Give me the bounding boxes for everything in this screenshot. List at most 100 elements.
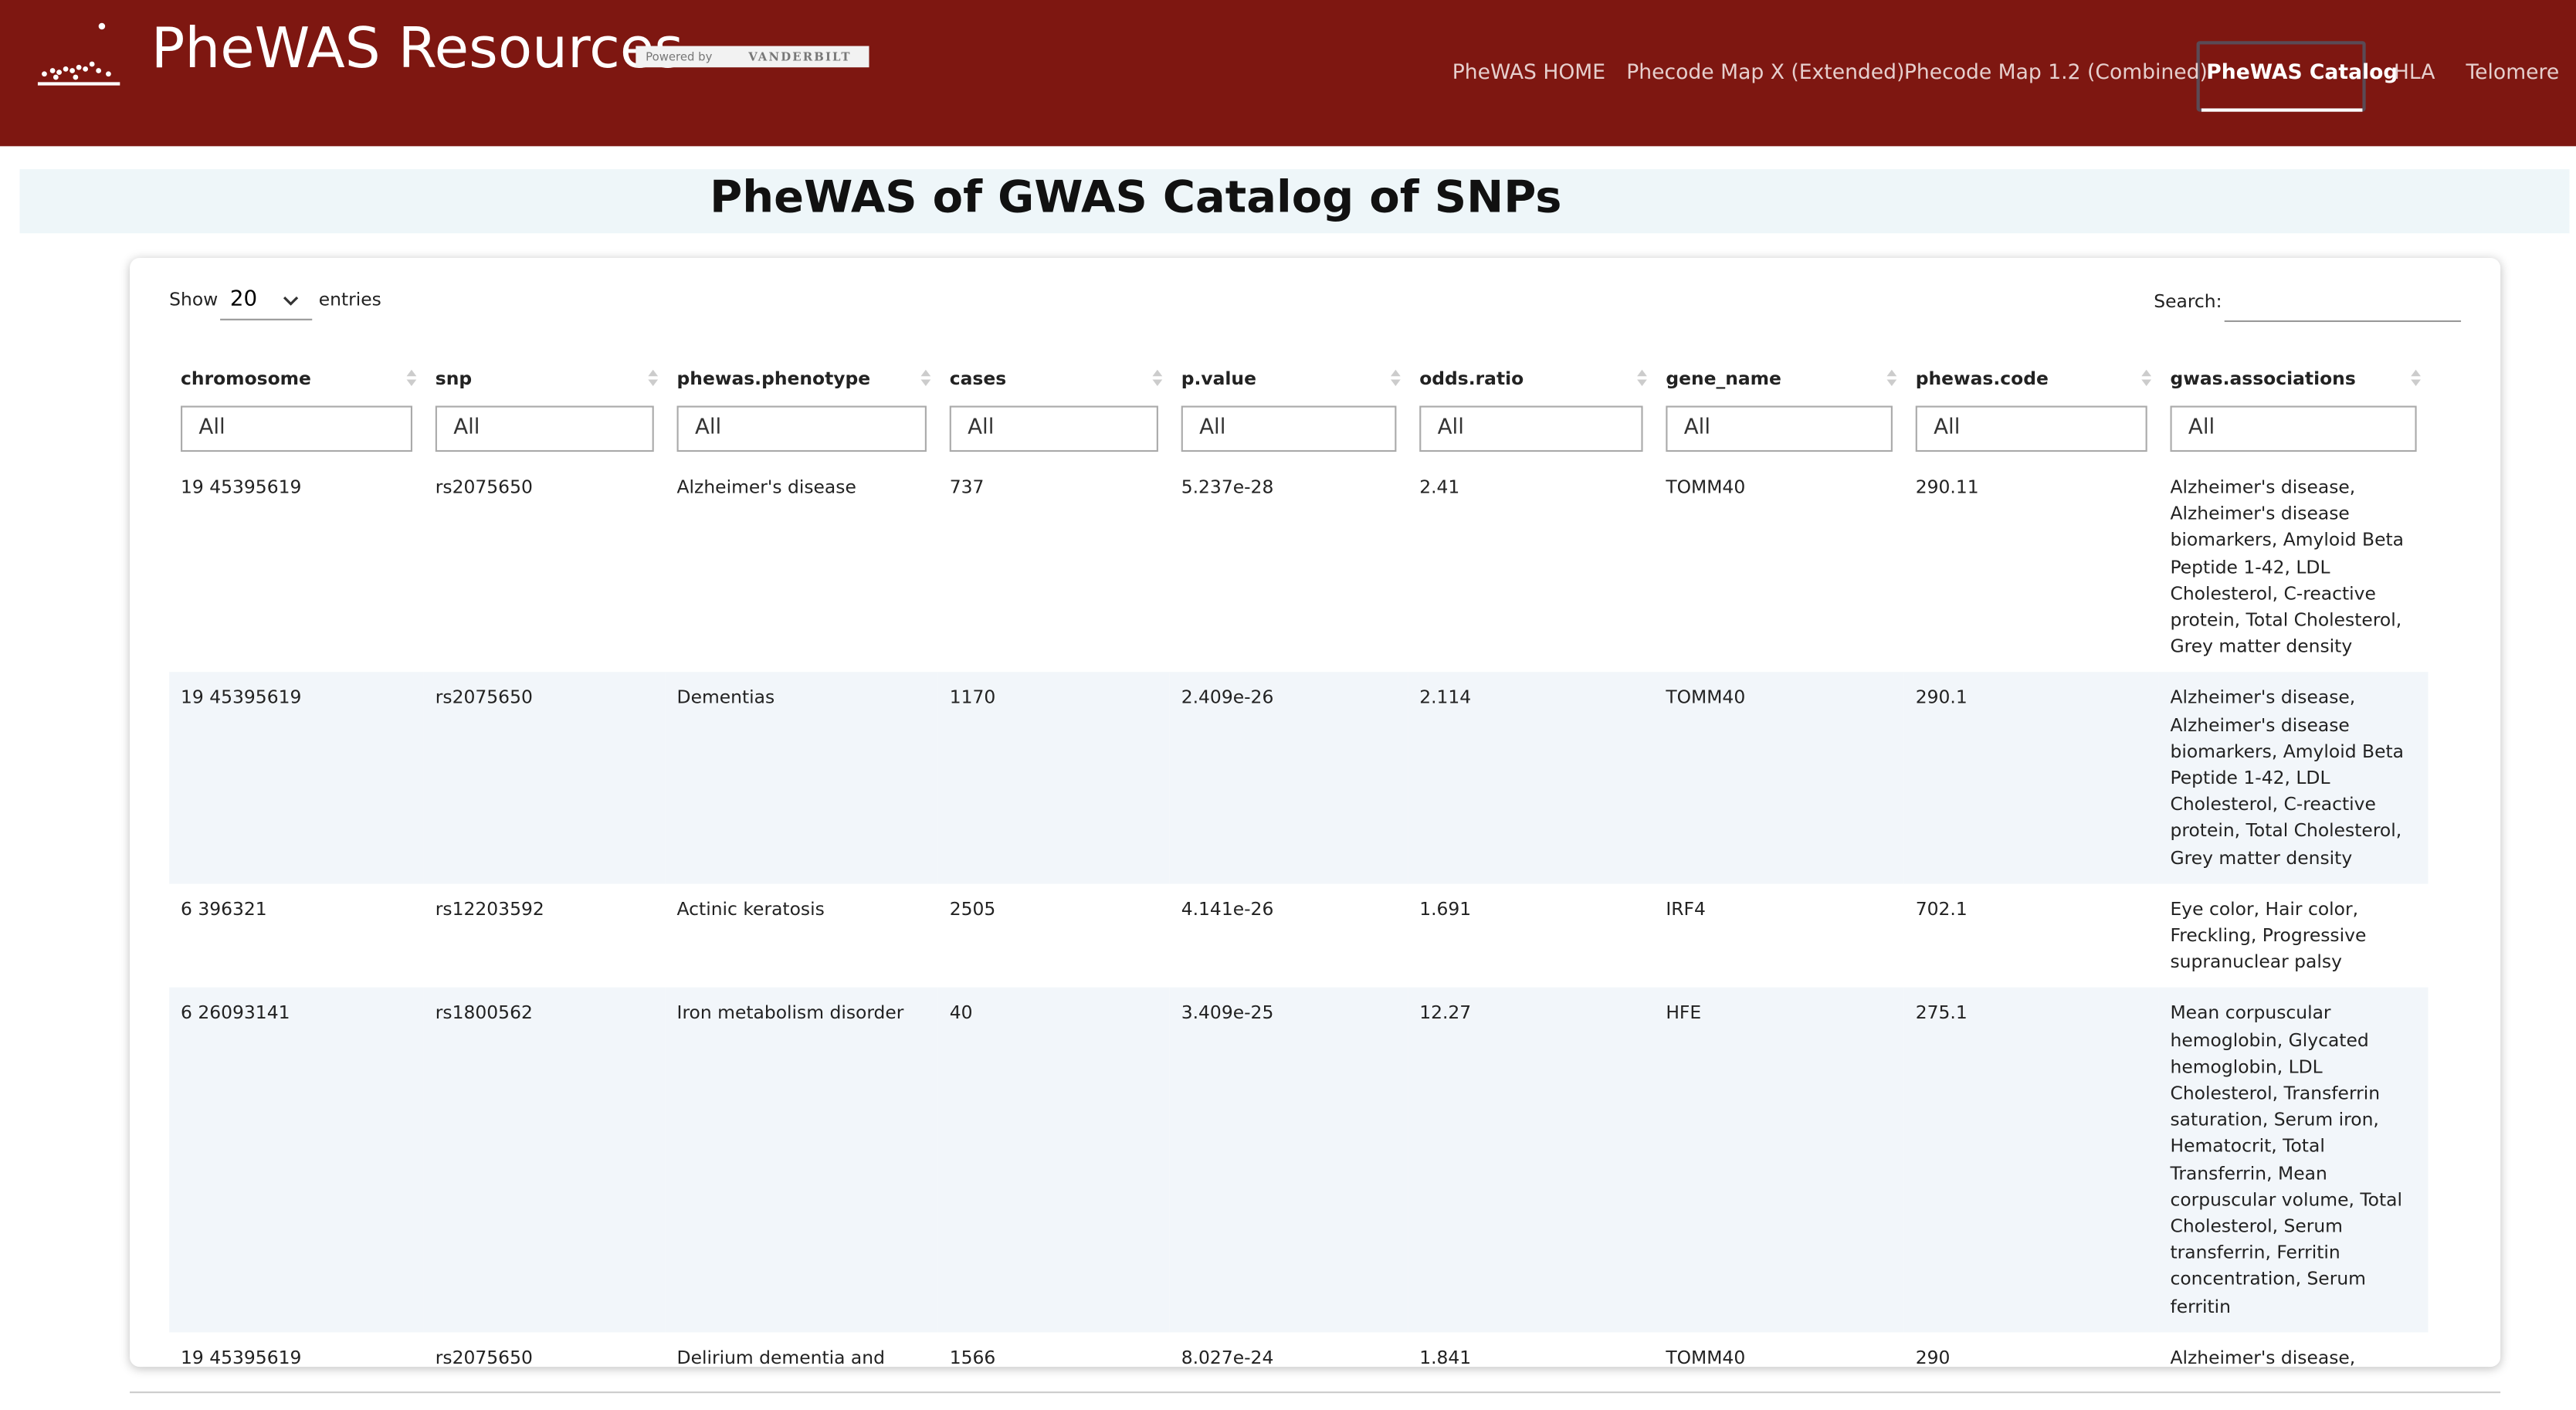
sort-icon xyxy=(2411,369,2421,386)
data-row: 6 26093141 rs1800562 Iron metabolism disor… xyxy=(169,988,2429,1333)
cell: 737 xyxy=(949,476,985,498)
sort-icon xyxy=(1637,369,1647,386)
cell: 2.409e-26 xyxy=(1181,687,1274,709)
page-title: PheWAS of GWAS Catalog of SNPs xyxy=(710,172,1562,224)
column-name: phewas.code xyxy=(1915,367,2049,389)
filter-input[interactable]: All xyxy=(1666,405,1893,452)
cell: 290 xyxy=(1915,1347,1951,1368)
sort-icon xyxy=(1390,369,1401,386)
site-title: PheWAS Resources xyxy=(151,16,684,83)
filter-input[interactable]: All xyxy=(676,405,927,452)
column-header[interactable]: gene_name xyxy=(1654,357,1903,399)
cell: rs2075650 xyxy=(435,1347,533,1368)
nav-link[interactable]: Telomere xyxy=(2466,59,2560,84)
page-size-select[interactable]: 20 xyxy=(220,283,313,320)
cell: 2505 xyxy=(949,898,996,920)
cell: 6 396321 xyxy=(181,898,267,920)
nav-link[interactable]: HLA xyxy=(2393,59,2435,84)
data-table: chromosome snp phewas.phenotype cases p.valu… xyxy=(169,357,2429,1367)
filter-input[interactable]: All xyxy=(1915,405,2147,452)
cell: 19 45395619 xyxy=(181,1347,302,1368)
column-header[interactable]: odds.ratio xyxy=(1408,357,1654,399)
column-header[interactable]: gwas.associations xyxy=(2159,357,2429,399)
sort xyxy=(2410,368,2422,393)
header: PheWAS Resources Powered by VANDERBILT Ph… xyxy=(0,0,2576,147)
filter-cell: All xyxy=(1408,399,1654,462)
column-header[interactable]: snp xyxy=(424,357,666,399)
sort-icon xyxy=(2141,369,2152,386)
sort xyxy=(1636,368,1648,393)
filter-cell: All xyxy=(1170,399,1408,462)
sort xyxy=(920,368,931,393)
table-card: Show 20 entries Search: chromosome snp phe… xyxy=(130,258,2501,1368)
filter-input[interactable]: All xyxy=(181,405,413,452)
column-header[interactable]: phewas.phenotype xyxy=(666,357,938,399)
sort-icon xyxy=(920,369,931,386)
cell: 12.27 xyxy=(1419,1002,1472,1025)
search-input[interactable] xyxy=(2224,286,2462,322)
show-label: Show xyxy=(169,289,219,311)
filter-input[interactable]: All xyxy=(435,405,654,452)
cell: 3.409e-25 xyxy=(1181,1002,1274,1025)
filter-input[interactable]: All xyxy=(2170,405,2417,452)
filter-cell: All xyxy=(424,399,666,462)
cell: 1.841 xyxy=(1419,1347,1472,1368)
sort xyxy=(647,368,659,393)
cell: Alzheimer's disease, Alzheimer's disease… xyxy=(2170,476,2405,658)
cell: TOMM40 xyxy=(1666,476,1746,498)
cell: 8.027e-24 xyxy=(1181,1347,1274,1368)
cell: 19 45395619 xyxy=(181,476,302,498)
sort xyxy=(406,368,418,393)
column-header[interactable]: cases xyxy=(938,357,1170,399)
nav-link[interactable]: Phecode Map 1.2 (Combined) xyxy=(1903,59,2208,84)
nav-link[interactable]: PheWAS Catalog xyxy=(2206,59,2398,84)
cell: 1170 xyxy=(949,687,996,709)
sort xyxy=(2140,368,2152,393)
filter-cell: All xyxy=(1654,399,1903,462)
cell: TOMM40 xyxy=(1666,687,1746,709)
filter-input[interactable]: All xyxy=(1419,405,1643,452)
sort-icon xyxy=(1152,369,1163,386)
column-name: gene_name xyxy=(1666,367,1781,389)
table-head: chromosome snp phewas.phenotype cases p.valu… xyxy=(169,357,2428,399)
column-header[interactable]: chromosome xyxy=(169,357,424,399)
cell: 5.237e-28 xyxy=(1181,476,1274,498)
data-row: 19 45395619 rs2075650 Dementias 1170 2.409e-… xyxy=(169,673,2429,884)
column-header[interactable]: phewas.code xyxy=(1904,357,2159,399)
nav-link[interactable]: Phecode Map X (Extended) xyxy=(1626,59,1905,84)
column-name: snp xyxy=(435,367,473,389)
filter-input[interactable]: All xyxy=(1181,405,1397,452)
logo xyxy=(37,22,120,86)
entries-label: entries xyxy=(318,289,381,311)
sort-icon xyxy=(648,369,659,386)
data-row: 19 45395619 rs2075650 Delirium dementia an… xyxy=(169,1332,2428,1367)
cell: 2.114 xyxy=(1419,687,1472,709)
cell: Alzheimer's disease, Alzheimer's disease… xyxy=(2170,687,2405,869)
column-name: cases xyxy=(949,367,1007,389)
column-name: chromosome xyxy=(181,367,311,389)
cell: Alzheimer's disease, Alzheimer's disease… xyxy=(2170,1347,2356,1368)
cell: Actinic keratosis xyxy=(676,898,825,920)
cell: 275.1 xyxy=(1915,1002,1968,1025)
nav-link[interactable]: PheWAS HOME xyxy=(1452,59,1606,84)
column-header[interactable]: p.value xyxy=(1170,357,1408,399)
cell: 702.1 xyxy=(1915,898,1968,920)
filter-cell: All xyxy=(666,399,938,462)
sort xyxy=(1886,368,1897,393)
filter-input[interactable]: All xyxy=(949,405,1158,452)
filter-cell: All xyxy=(938,399,1170,462)
cell: Alzheimer's disease xyxy=(676,476,856,498)
cell: 290.1 xyxy=(1915,687,1968,709)
nav-underline xyxy=(2201,108,2363,112)
cell: 6 26093141 xyxy=(181,1002,290,1025)
cell: rs12203592 xyxy=(435,898,544,920)
cell: rs2075650 xyxy=(435,476,533,498)
cell: TOMM40 xyxy=(1666,1347,1746,1368)
cell: 19 45395619 xyxy=(181,687,302,709)
filter-cell: All xyxy=(169,399,424,462)
cell: Iron metabolism disorder xyxy=(676,1002,904,1025)
column-name: phewas.phenotype xyxy=(676,367,871,389)
cell: HFE xyxy=(1666,1002,1702,1025)
